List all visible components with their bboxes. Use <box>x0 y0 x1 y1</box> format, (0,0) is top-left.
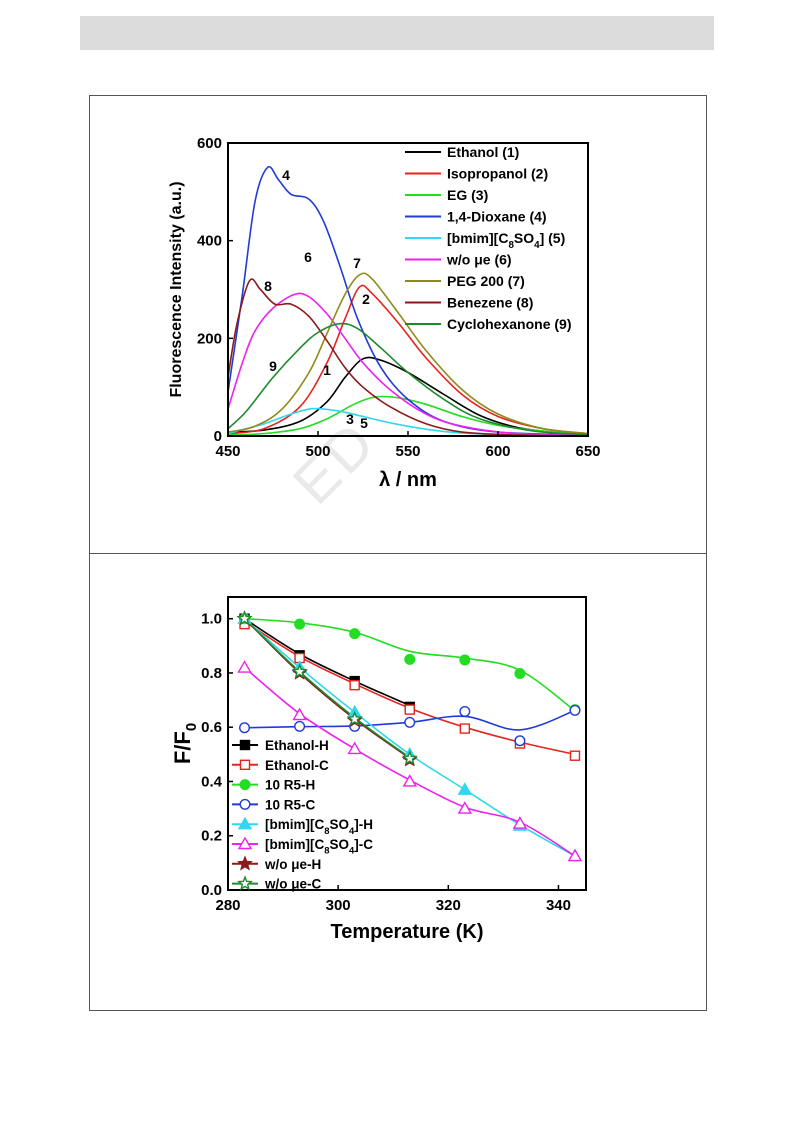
figure-panel-spectra <box>89 95 707 555</box>
figure-panel-temperature <box>89 553 707 1011</box>
page-header-bar <box>80 16 714 50</box>
